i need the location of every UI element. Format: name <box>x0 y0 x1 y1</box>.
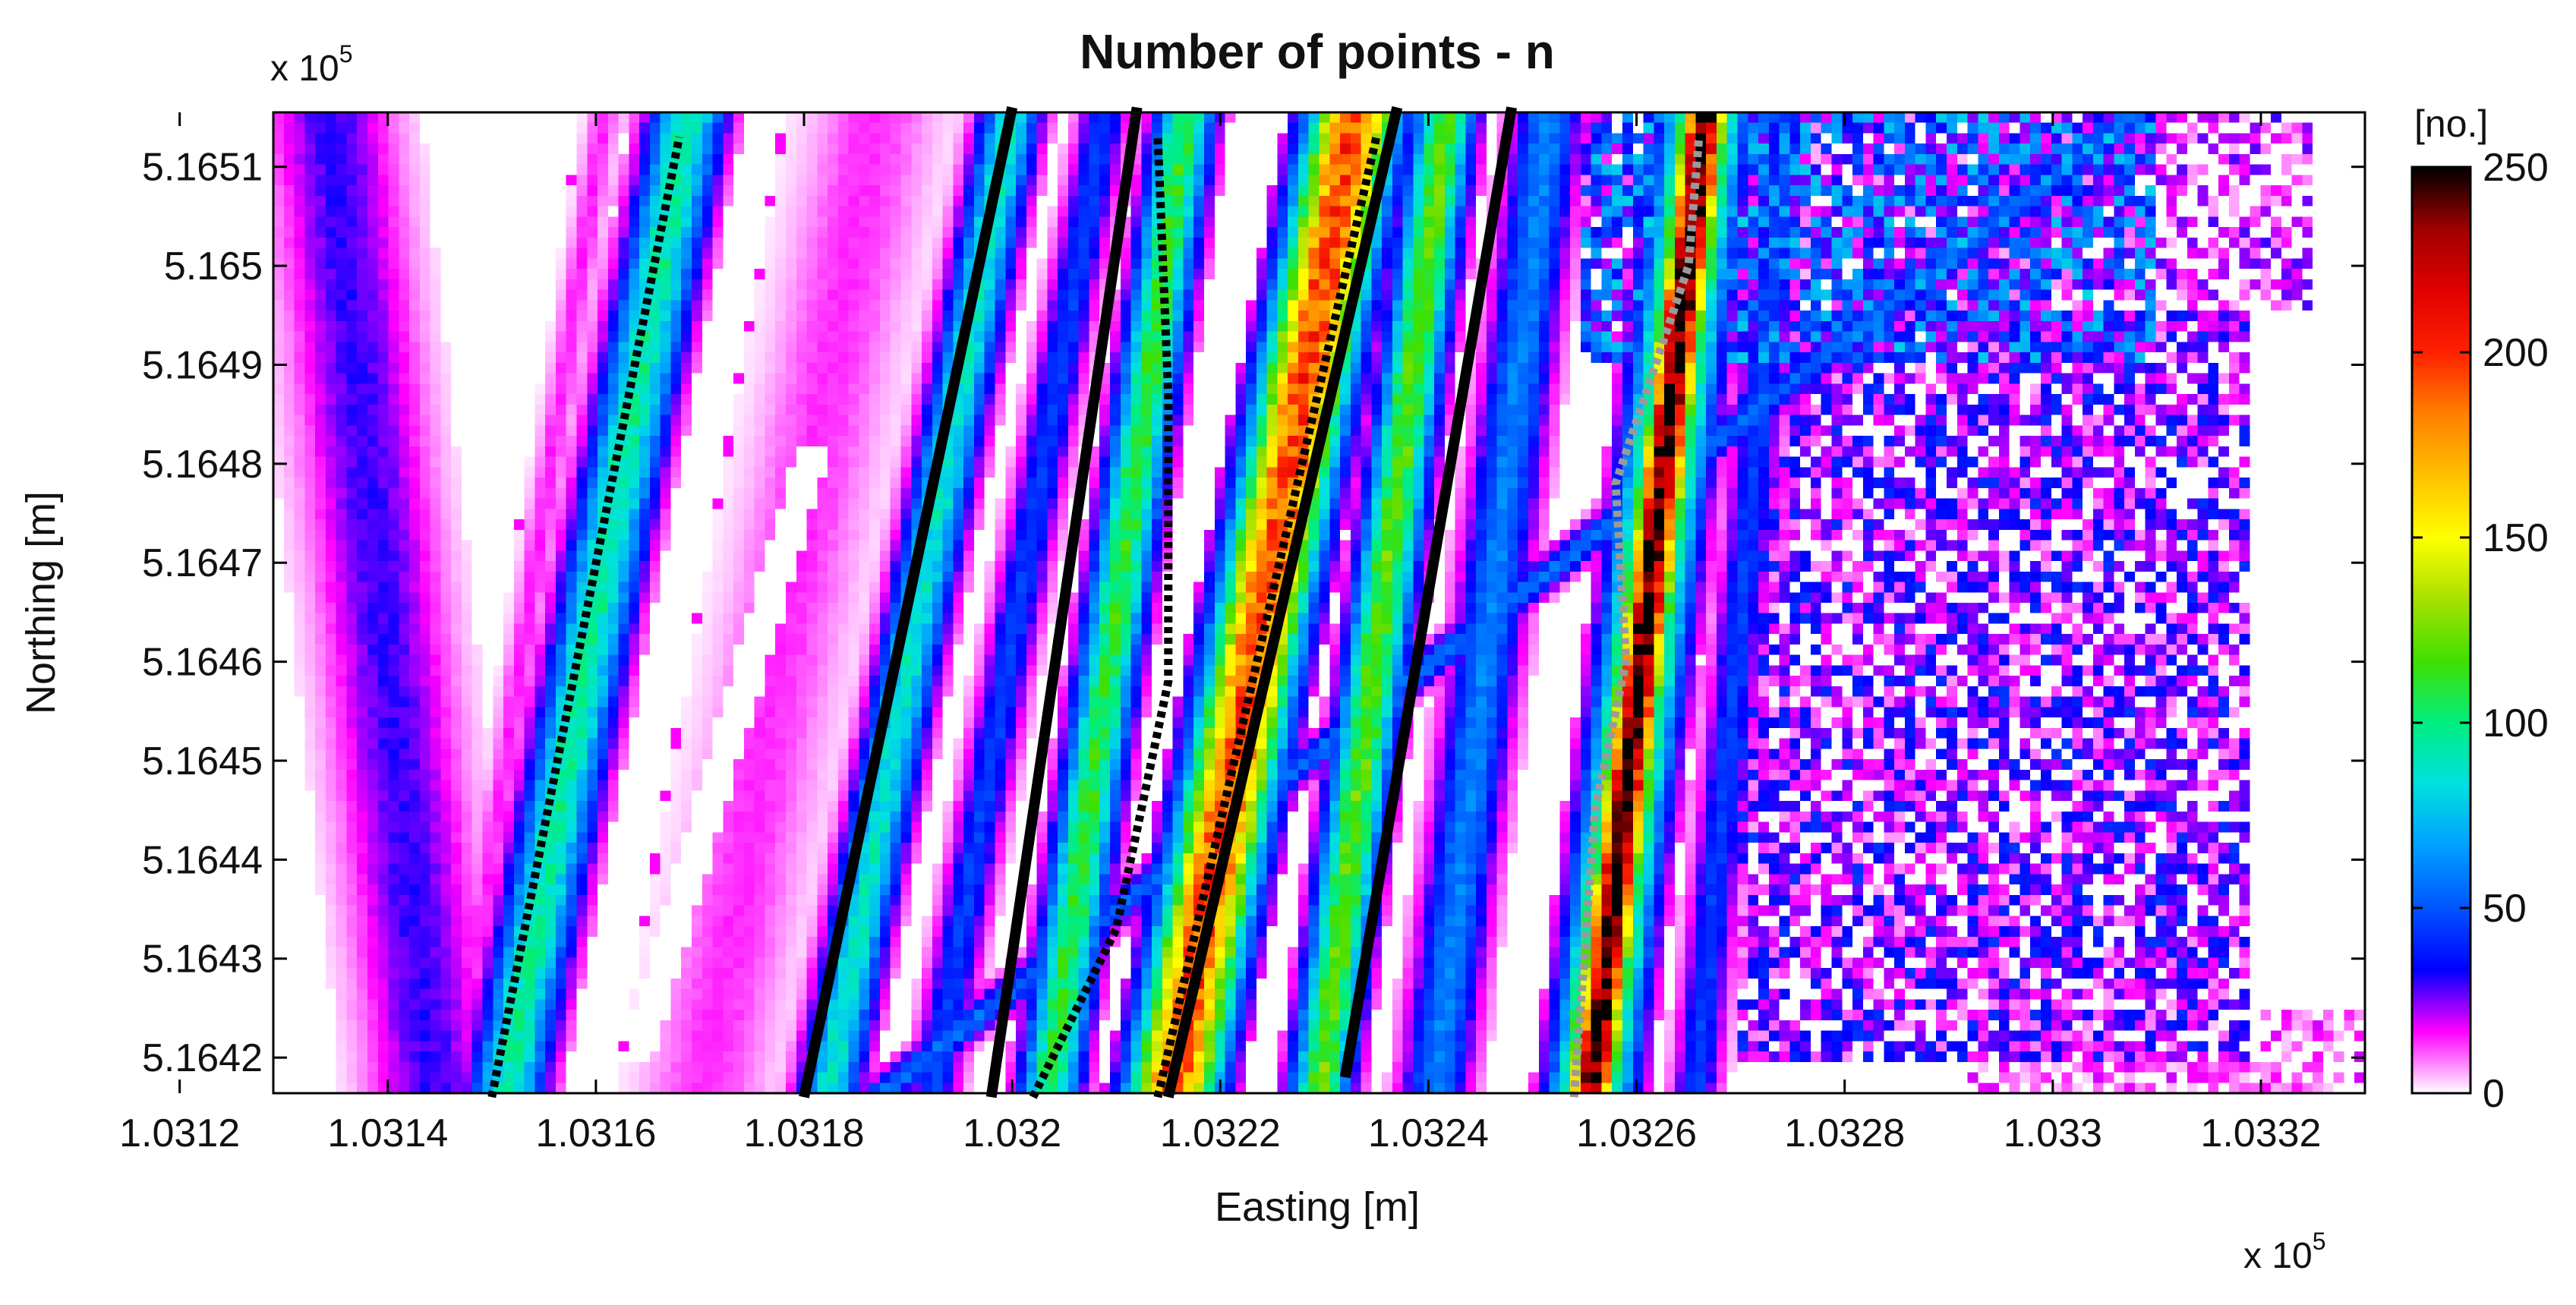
x-tick-label: 1.032 <box>963 1111 1061 1155</box>
y-tick-label: 5.1651 <box>142 146 263 190</box>
overlay-solid-line <box>985 106 1143 1099</box>
overlay-solid-line <box>1162 106 1403 1099</box>
colorbar-tick-label: 50 <box>2483 887 2527 931</box>
colorbar-gradient <box>2410 165 2472 1095</box>
y-tick-label: 5.165 <box>164 244 263 288</box>
y-tick-label: 5.1642 <box>142 1036 263 1080</box>
overlay-lines <box>487 106 1704 1099</box>
x-exponent-label: x 105 <box>2243 1228 2326 1276</box>
x-tick-label: 1.0332 <box>2200 1111 2321 1155</box>
x-axis-label: Easting [m] <box>1215 1184 1420 1230</box>
x-tick-label: 1.0316 <box>535 1111 656 1155</box>
y-tick-label: 5.1644 <box>142 838 263 882</box>
y-tick-label: 5.1649 <box>142 343 263 387</box>
y-tick-label: 5.1645 <box>142 739 263 783</box>
overlay-solid-line <box>1339 106 1517 1079</box>
overlay-dotted-line <box>487 136 683 1099</box>
x-tick-label: 1.0324 <box>1368 1111 1489 1155</box>
colorbar-tick-label: 100 <box>2483 701 2549 745</box>
colorbar-label: [no.] <box>2414 102 2488 145</box>
colorbar-tick-label: 150 <box>2483 516 2549 560</box>
x-tick-label: 1.0314 <box>327 1111 448 1155</box>
overlay-dotted-line <box>1153 136 1381 1099</box>
heatmap-plot-area <box>272 106 2366 1099</box>
y-axis: 5.1642 5.1643 5.1644 5.1645 5.1646 5.1647 5.16… <box>142 146 2365 1080</box>
y-exponent-label: x 105 <box>270 40 353 89</box>
x-tick-label: 1.0318 <box>744 1111 865 1155</box>
colorbar-tick-label: 0 <box>2483 1072 2505 1116</box>
x-tick-label: 1.033 <box>2004 1111 2102 1155</box>
y-tick-label: 5.1648 <box>142 443 263 487</box>
x-tick-label: 1.0328 <box>1784 1111 1905 1155</box>
y-tick-label: 5.1647 <box>142 541 263 585</box>
heatmap-cells <box>273 112 2365 1093</box>
y-axis-label: Northing [m] <box>18 491 64 714</box>
overlay-solid-line <box>799 106 1018 1099</box>
x-tick-label: 1.0322 <box>1160 1111 1281 1155</box>
colorbar: [no.] 0 50 100 150 200 250 <box>2410 102 2549 1116</box>
y-tick-label: 5.1643 <box>142 938 263 982</box>
colorbar-tick-label: 200 <box>2483 331 2549 375</box>
x-tick-label: 1.0312 <box>119 1111 240 1155</box>
x-axis: 1.0312 1.0314 1.0316 1.0318 1.032 1.0322 1.032… <box>119 112 2321 1155</box>
plot-frame <box>272 111 2366 1095</box>
y-tick-label: 5.1646 <box>142 641 263 685</box>
overlay-dotted-line <box>1569 137 1704 1098</box>
chart-title: Number of points - n <box>1080 24 1555 79</box>
colorbar-ticks: 0 50 100 150 200 250 <box>2412 146 2549 1116</box>
colorbar-tick-label: 250 <box>2483 146 2549 190</box>
x-tick-label: 1.0326 <box>1576 1111 1697 1155</box>
overlay-dotted-line <box>1029 137 1173 1099</box>
